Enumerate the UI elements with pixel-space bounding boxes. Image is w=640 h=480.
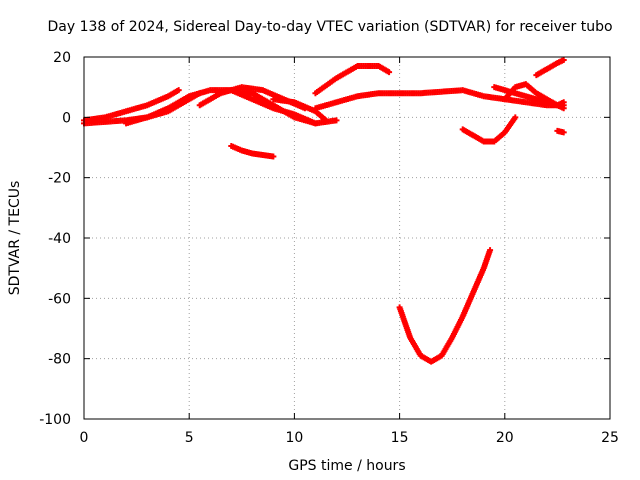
x-axis-label: GPS time / hours bbox=[288, 458, 405, 474]
x-tick-label: 20 bbox=[496, 430, 514, 446]
x-tick-label: 10 bbox=[285, 430, 303, 446]
data-point bbox=[512, 114, 519, 121]
data-point bbox=[322, 117, 329, 124]
series-arc-small-dip bbox=[459, 114, 519, 145]
series-arc-late-3 bbox=[533, 57, 567, 79]
x-tick-label: 5 bbox=[185, 430, 194, 446]
data-point bbox=[333, 117, 340, 124]
data-point bbox=[175, 87, 182, 94]
chart-title: Day 138 of 2024, Sidereal Day-to-day VTE… bbox=[47, 19, 612, 35]
y-axis-label: SDTVAR / TECUs bbox=[7, 181, 23, 296]
y-tick-label: 20 bbox=[53, 50, 71, 66]
y-tick-label: -60 bbox=[48, 291, 71, 307]
y-tick-label: -20 bbox=[48, 171, 71, 187]
data-point bbox=[560, 57, 567, 64]
x-tick-label: 0 bbox=[80, 430, 89, 446]
y-tick-label: -80 bbox=[48, 352, 71, 368]
y-tick-label: -100 bbox=[39, 412, 71, 428]
series-arc-late-2 bbox=[501, 81, 567, 109]
data-point bbox=[386, 69, 393, 76]
y-tick-label: 0 bbox=[62, 110, 71, 126]
series-arc-low-1 bbox=[228, 142, 277, 160]
series-arc-dip bbox=[396, 247, 494, 365]
data-points-layer bbox=[81, 57, 567, 365]
series-arc-flat bbox=[312, 87, 567, 112]
data-point bbox=[560, 105, 567, 112]
series-arc-late-4 bbox=[554, 127, 567, 136]
y-tick-label: -40 bbox=[48, 231, 71, 247]
data-point bbox=[270, 153, 277, 160]
data-point bbox=[487, 247, 494, 254]
x-tick-label: 25 bbox=[601, 430, 619, 446]
data-point bbox=[560, 129, 567, 136]
x-tick-label: 15 bbox=[391, 430, 409, 446]
data-point bbox=[560, 99, 567, 106]
axis-ticks: 0 5 10 15 20 25 -100 -80 -60 -40 -20 0 20 bbox=[39, 50, 619, 446]
series-arc-bump bbox=[312, 63, 393, 97]
